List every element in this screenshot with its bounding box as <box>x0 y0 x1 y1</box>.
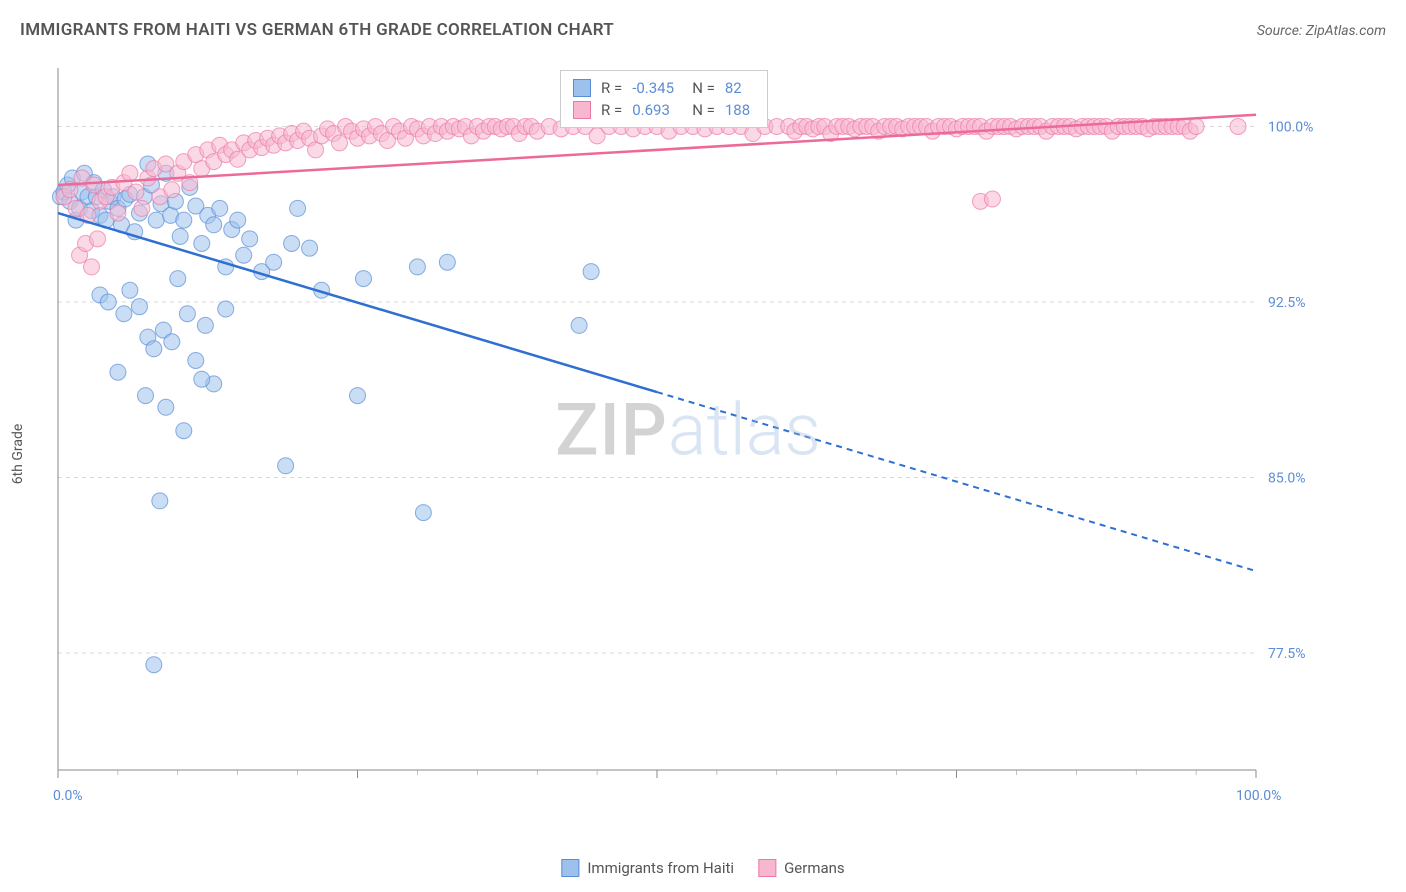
legend-label: Immigrants from Haiti <box>587 859 734 877</box>
chart-title: IMMIGRANTS FROM HAITI VS GERMAN 6TH GRAD… <box>20 20 614 40</box>
scatter-plot-svg: 77.5% 85.0% 92.5% 100.0% <box>50 60 1326 800</box>
svg-text:85.0%: 85.0% <box>1268 471 1306 487</box>
legend-swatch <box>561 859 579 877</box>
y-axis-label: 6th Grade <box>10 424 26 485</box>
stat-r-label: R = <box>601 79 622 97</box>
stats-swatch <box>573 101 591 119</box>
stat-n-label: N = <box>692 79 715 97</box>
stat-r-label: R = <box>601 101 622 119</box>
stat-n-label: N = <box>692 101 715 119</box>
legend-bottom: Immigrants from Haiti Germans <box>561 859 844 877</box>
legend-label: Germans <box>784 859 845 877</box>
stats-row: R = 0.693 N = 188 <box>573 99 755 121</box>
x-axis-start-label: 0.0% <box>53 788 83 804</box>
legend-item: Germans <box>758 859 845 877</box>
x-axis-end-label: 100.0% <box>1236 788 1281 804</box>
stats-row: R = -0.345 N = 82 <box>573 77 755 99</box>
source-attribution: Source: ZipAtlas.com <box>1257 23 1386 39</box>
legend-swatch <box>758 859 776 877</box>
legend-item: Immigrants from Haiti <box>561 859 734 877</box>
svg-text:77.5%: 77.5% <box>1268 646 1306 662</box>
title-bar: IMMIGRANTS FROM HAITI VS GERMAN 6TH GRAD… <box>20 20 1386 40</box>
svg-text:100.0%: 100.0% <box>1268 120 1313 136</box>
stat-n-value: 82 <box>725 79 755 97</box>
plot-container: 77.5%85.0%92.5%100.0% ZIPatlas 0.0%100.0… <box>50 60 1326 800</box>
svg-text:92.5%: 92.5% <box>1268 295 1306 311</box>
stat-r-value: -0.345 <box>632 79 682 97</box>
correlation-stats-box: R = -0.345 N = 82 R = 0.693 N = 188 <box>560 70 768 128</box>
stats-swatch <box>573 79 591 97</box>
stat-r-value: 0.693 <box>632 101 682 119</box>
stat-n-value: 188 <box>725 101 755 119</box>
